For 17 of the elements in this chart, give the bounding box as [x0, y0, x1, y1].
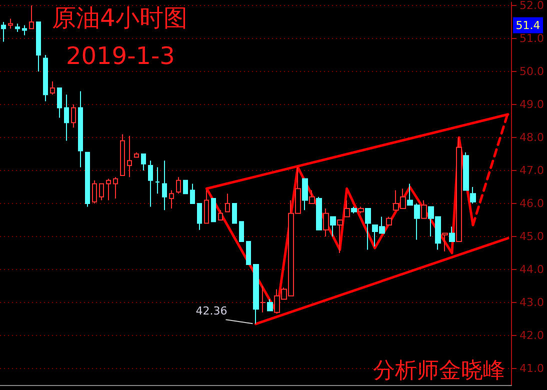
y-tick-label: 50.0	[520, 65, 544, 78]
y-tick-label: 44.0	[520, 263, 544, 276]
y-tick-label: 43.0	[520, 296, 544, 309]
text: 51.4	[516, 18, 540, 32]
y-tick-label: 45.0	[520, 230, 544, 243]
y-tick-label: 42.0	[520, 329, 544, 342]
y-tick-label: 51.0	[520, 32, 544, 45]
chart-title: 原油4小时图	[52, 4, 188, 32]
y-tick-label: 49.0	[520, 98, 544, 111]
y-tick-label: 46.0	[520, 197, 544, 210]
text: 2019-1-3	[66, 42, 175, 70]
y-tick-label: 47.0	[520, 164, 544, 177]
y-tick-label: 41.0	[520, 362, 544, 375]
y-tick-label: 52.0	[520, 0, 544, 12]
y-tick-label: 48.0	[520, 131, 544, 144]
annotation: 分析师金晓峰	[373, 358, 505, 384]
annotation: 42.36	[196, 304, 228, 318]
